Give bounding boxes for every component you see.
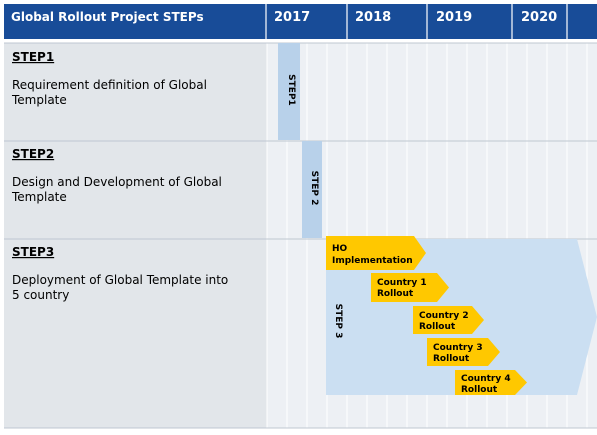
rollout-arrow-label-line2-5: Rollout [461, 385, 498, 395]
rollout-arrow-2 [371, 273, 449, 302]
step2-bar-group: STEP 2 [302, 141, 322, 238]
rollout-arrow-5 [455, 370, 527, 395]
year-label-2018: 2018 [355, 10, 391, 25]
year-label-2017: 2017 [274, 10, 310, 25]
rollout-arrow-3 [413, 306, 484, 334]
rollout-arrow-group-1: HO Implementation [326, 236, 426, 270]
step2-vertical-label: STEP 2 [309, 171, 319, 206]
rollout-arrow-label-line1-3: Country 2 [419, 311, 469, 321]
step-row-1 [4, 43, 597, 141]
step-description-line1-1: Requirement definition of Global [12, 78, 207, 92]
step3-vertical-label: STEP 3 [333, 304, 343, 339]
rollout-arrow-label-line2-1: Implementation [332, 256, 413, 266]
step-left-panel-3 [4, 239, 267, 428]
step2-bar [302, 141, 322, 238]
step-description-line1-2: Design and Development of Global [12, 175, 222, 189]
step1-bar-group: STEP1 [278, 43, 300, 140]
rollout-arrow-label-line2-2: Rollout [377, 289, 414, 299]
rollout-arrow-label-line2-4: Rollout [433, 354, 470, 364]
year-label-2020: 2020 [521, 10, 557, 25]
step-left-panel-1 [4, 43, 267, 141]
year-label-2019: 2019 [436, 10, 472, 25]
step1-bar [278, 43, 300, 140]
step-grid-panel-1 [267, 43, 597, 141]
step1-vertical-label: STEP1 [286, 74, 296, 106]
step-description-line2-2: Template [11, 190, 67, 204]
step-description-line1-3: Deployment of Global Template into [12, 273, 228, 287]
step-left-panel-2 [4, 141, 267, 239]
rollout-arrow-1 [326, 236, 426, 270]
step-description-line2-1: Template [11, 93, 67, 107]
step-description-line2-3: 5 country [12, 288, 69, 302]
rollout-arrow-label-line1-1: HO [332, 244, 348, 254]
step-title-1: STEP1 [12, 50, 54, 64]
header-background [4, 4, 597, 39]
step-row-2 [4, 141, 597, 239]
rollout-arrow-label-line2-3: Rollout [419, 322, 456, 332]
header-title: Global Rollout Project STEPs [11, 10, 204, 24]
rollout-arrow-label-line1-4: Country 3 [433, 343, 483, 353]
rollout-arrow-4 [427, 338, 500, 366]
rollout-arrow-label-line1-2: Country 1 [377, 278, 427, 288]
rollout-arrow-label-line1-5: Country 4 [461, 374, 511, 384]
step-title-3: STEP3 [12, 245, 54, 259]
step-title-2: STEP2 [12, 147, 54, 161]
header: Global Rollout Project STEPs 2017 2018 2019… [4, 4, 597, 39]
